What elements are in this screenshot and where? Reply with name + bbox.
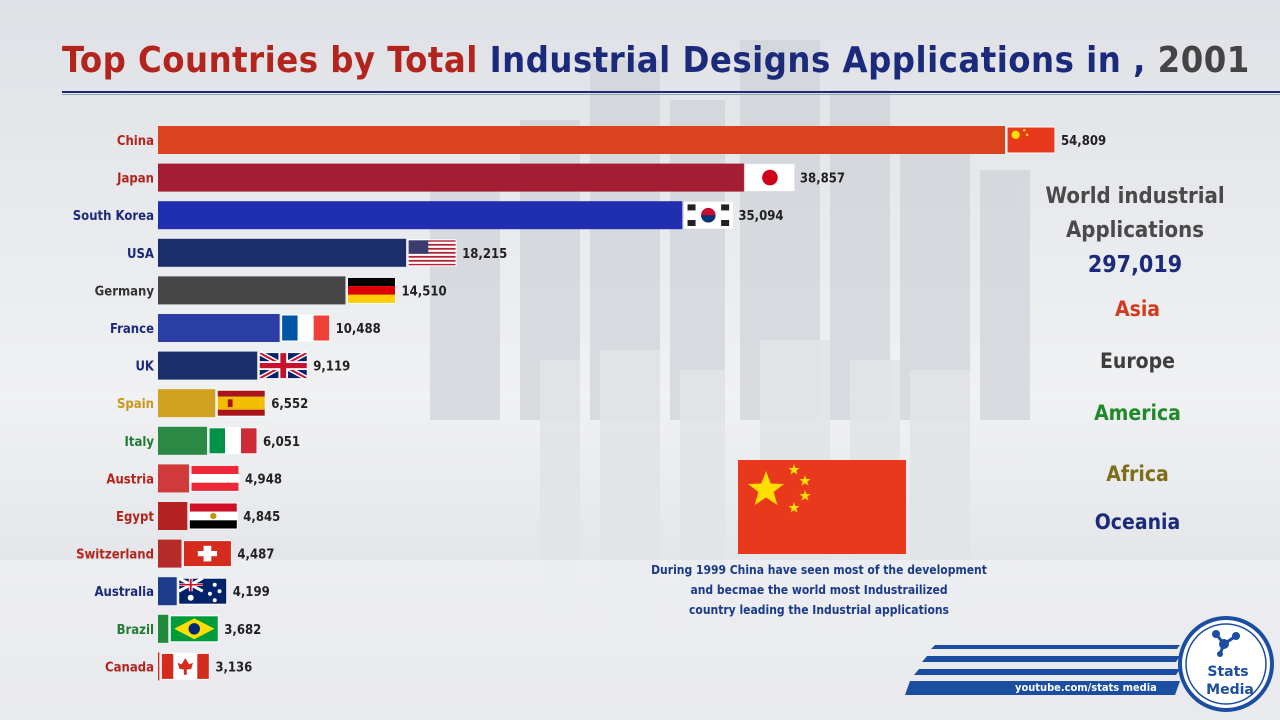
value-label: 4,845	[243, 510, 280, 525]
bar-group-italy: Italy 6,051	[125, 426, 300, 455]
value-label: 10,488	[336, 322, 381, 337]
china-flag-large	[738, 460, 906, 554]
spain-flag-icon	[216, 389, 266, 417]
canada-flag-icon	[160, 652, 210, 680]
category-label: South Korea	[73, 209, 154, 224]
youtube-url[interactable]: youtube.com/stats media	[1015, 681, 1157, 694]
value-label: 6,051	[263, 435, 300, 450]
region-asia: Asia	[1114, 297, 1161, 321]
japan-flag-icon	[745, 164, 795, 192]
stats-media-logo: Stats Media	[1176, 614, 1276, 714]
title-part-1: Top Countries by Total	[62, 40, 478, 81]
chart-title: Top Countries by Total Industrial Design…	[62, 40, 1250, 81]
south-korea-flag-icon	[683, 201, 733, 229]
value-label: 4,487	[237, 548, 274, 563]
category-label: Japan	[116, 172, 154, 187]
bar-group-australia: Australia 4,199	[95, 576, 270, 606]
uk-flag-icon	[258, 350, 309, 381]
bar-group-austria: Austria 4,948	[106, 464, 282, 493]
category-label: Egypt	[116, 510, 154, 525]
category-label: USA	[127, 247, 154, 262]
bar-usa	[158, 238, 407, 267]
branding-stripes	[905, 645, 1180, 695]
france-flag-icon	[281, 314, 331, 342]
bar-group-germany: Germany 14,510	[95, 276, 447, 305]
region-europe: Europe	[1099, 349, 1175, 373]
bar-brazil	[158, 614, 169, 643]
logo-text-2: Media	[1206, 682, 1254, 698]
bar-group-france: France 10,488	[110, 314, 381, 342]
bar-germany	[158, 276, 346, 305]
value-label: 9,119	[313, 360, 350, 375]
bar-group-usa: USA 18,215	[127, 238, 507, 267]
note-line: and becmae the world most Industrailized	[690, 583, 948, 597]
category-label: UK	[135, 360, 154, 375]
category-label: Brazil	[117, 623, 154, 638]
category-label: China	[117, 134, 154, 149]
title-underline-thin	[62, 94, 1280, 95]
value-label: 6,552	[271, 397, 308, 412]
region-america: America	[1094, 401, 1181, 425]
world-applications-title: World industrial Applications	[1045, 184, 1225, 243]
value-label: 4,948	[245, 472, 282, 487]
category-label: Germany	[95, 284, 155, 299]
bar-group-brazil: Brazil 3,682	[117, 614, 261, 643]
italy-flag-icon	[208, 427, 258, 455]
bar-austria	[158, 464, 189, 493]
region-oceania: Oceania	[1094, 510, 1181, 534]
china-note: During 1999 China have seen most of the …	[630, 560, 1008, 620]
title-year: 2001	[1157, 40, 1250, 81]
bar-uk	[158, 351, 258, 380]
value-label: 54,809	[1061, 134, 1106, 149]
bar-group-south-korea: South Korea 35,094	[73, 201, 783, 230]
bar-group-spain: Spain 6,552	[117, 389, 308, 418]
category-label: Canada	[105, 660, 154, 675]
australia-flag-icon	[178, 576, 228, 605]
value-label: 38,857	[800, 172, 845, 187]
bar-spain	[158, 389, 216, 418]
value-label: 3,682	[224, 623, 261, 638]
china-flag-icon	[1006, 126, 1056, 154]
region-africa: Africa	[1106, 462, 1169, 486]
germany-flag-icon	[346, 276, 396, 304]
category-label: Australia	[95, 585, 155, 600]
bar-group-china: China 54,809	[117, 126, 1106, 154]
bar-south-korea	[158, 201, 683, 230]
austria-flag-icon	[190, 464, 240, 492]
value-label: 35,094	[738, 209, 783, 224]
bar-italy	[158, 426, 208, 455]
bar-australia	[158, 577, 177, 606]
value-label: 3,136	[215, 660, 252, 675]
category-label: France	[110, 322, 154, 337]
bar-switzerland	[158, 539, 182, 568]
note-line: country leading the Industrial applicati…	[689, 603, 949, 617]
bar-group-switzerland: Switzerland 4,487	[76, 539, 274, 568]
brazil-flag-icon	[169, 615, 219, 643]
category-label: Spain	[117, 397, 154, 412]
bar-france	[158, 314, 280, 342]
bar-group-canada: Canada 3,136	[105, 652, 252, 681]
bar-china	[158, 126, 1005, 154]
note-line: During 1999 China have seen most of the …	[651, 563, 987, 577]
value-label: 14,510	[401, 284, 446, 299]
value-label: 18,215	[462, 247, 507, 262]
category-label: Italy	[125, 435, 155, 450]
title-underline	[62, 91, 1280, 93]
bar-group-japan: Japan 38,857	[116, 163, 845, 192]
usa-flag-icon	[407, 239, 457, 267]
egypt-flag-icon	[188, 502, 238, 530]
logo-text-1: Stats	[1207, 664, 1248, 680]
category-label: Austria	[106, 472, 154, 487]
switzerland-flag-icon	[182, 540, 232, 568]
bar-group-uk: UK 9,119	[135, 350, 350, 381]
bar-group-egypt: Egypt 4,845	[116, 502, 280, 530]
category-label: Switzerland	[76, 548, 154, 563]
bar-canada	[158, 652, 160, 681]
bar-japan	[158, 163, 744, 192]
value-label: 4,199	[233, 585, 270, 600]
bar-egypt	[158, 502, 188, 530]
title-part-2: Industrial Designs Applications in ,	[489, 40, 1146, 81]
world-applications-value: 297,019	[1087, 252, 1183, 278]
